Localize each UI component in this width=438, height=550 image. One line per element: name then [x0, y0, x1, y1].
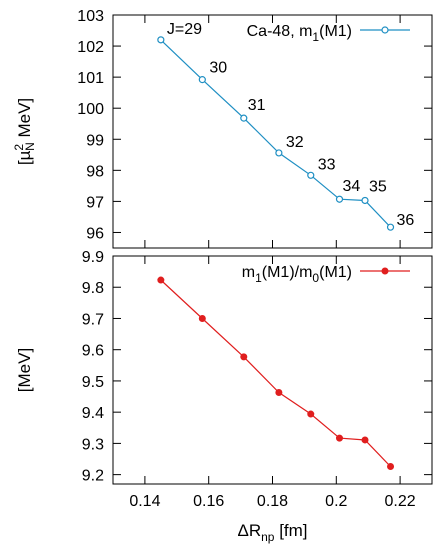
x-tick-label: 0.18 — [257, 493, 288, 510]
y-tick-label: 9.8 — [82, 280, 104, 297]
y-tick-label: 9.3 — [82, 436, 104, 453]
series-line — [160, 39, 391, 228]
y-tick-label: 101 — [77, 70, 104, 87]
legend-sub: 1 — [312, 30, 319, 44]
data-point — [157, 36, 165, 44]
data-point — [157, 276, 165, 284]
y-tick-label: 9.5 — [82, 374, 104, 391]
legend-sub: 0 — [312, 271, 319, 285]
x-axis-title-main: ΔR — [237, 521, 261, 540]
data-point — [361, 196, 369, 205]
y-tick-label: 99 — [86, 132, 104, 149]
y-axis-title: [MeV] — [15, 348, 34, 392]
data-point — [387, 463, 395, 471]
point-label: 34 — [342, 178, 360, 195]
series-line — [160, 279, 391, 467]
point-label: 30 — [209, 60, 227, 77]
y-tick-label: 97 — [86, 194, 104, 211]
data-point — [361, 436, 369, 444]
y-axis-title-sup: 2 — [12, 144, 26, 151]
x-tick-label: 0.2 — [325, 493, 347, 510]
data-point — [275, 149, 283, 157]
point-label: 35 — [369, 178, 387, 195]
y-tick-label: 9.2 — [82, 468, 104, 485]
x-axis-title: ΔRnp [fm] — [237, 521, 307, 544]
data-point — [307, 410, 315, 418]
y-axis-title-sub: N — [23, 142, 37, 151]
y-tick-label: 9.9 — [82, 249, 104, 266]
x-tick-label: 0.16 — [193, 493, 224, 510]
legend-part: (M1) — [319, 264, 352, 281]
data-point — [386, 223, 395, 231]
x-axis-title-rest: [fm] — [274, 521, 307, 540]
y-tick-label: 9.4 — [82, 405, 104, 422]
y-tick-label: 9.7 — [82, 311, 104, 328]
y-axis-title: [µ2N MeV] — [12, 98, 37, 165]
legend-label: Ca-48, m1(M1) — [247, 23, 352, 44]
point-label: J=29 — [167, 21, 202, 38]
y-tick-label: 9.6 — [82, 343, 104, 360]
point-label: 32 — [286, 134, 304, 151]
y-tick-label: 102 — [77, 39, 104, 56]
data-point — [275, 388, 283, 396]
y-tick-label: 100 — [77, 101, 104, 118]
point-label: 31 — [248, 97, 266, 114]
legend-part: (M1) — [319, 23, 352, 40]
y-axis-title-rest: MeV] — [15, 98, 34, 142]
legend-marker — [381, 26, 389, 34]
data-point — [198, 314, 206, 322]
y-axis-title-open: [µ — [15, 150, 34, 165]
legend-part: m — [242, 264, 255, 281]
point-label: 33 — [318, 156, 336, 173]
y-tick-label: 98 — [86, 163, 104, 180]
legend-part: Ca-48, m — [247, 23, 313, 40]
legend-marker — [381, 267, 389, 275]
plot-frame — [112, 14, 433, 249]
data-point — [198, 76, 206, 84]
x-tick-label: 0.22 — [385, 493, 416, 510]
plot-frame — [112, 255, 433, 485]
legend-label: m1(M1)/m0(M1) — [242, 264, 352, 285]
bottom-panel: 9.2 9.3 9.4 9.5 9.6 9.7 9.8 9.9 0.14 0.16 0.18 0.2 0… — [15, 249, 433, 544]
legend-part: (M1)/m — [262, 264, 313, 281]
data-point — [335, 434, 343, 442]
point-label: 36 — [397, 212, 415, 229]
data-point — [307, 171, 315, 179]
data-point — [335, 195, 344, 203]
data-point — [240, 114, 248, 122]
legend-sub: 1 — [255, 271, 262, 285]
y-tick-label: 96 — [86, 225, 104, 242]
data-point — [240, 353, 248, 361]
x-tick-label: 0.14 — [129, 493, 160, 510]
y-tick-label: 103 — [77, 8, 104, 25]
top-panel: 96 97 98 99 100 101 102 103 [µ2N MeV] J=29 30 31 32 3… — [12, 8, 433, 249]
x-axis-title-sub: np — [261, 530, 275, 544]
